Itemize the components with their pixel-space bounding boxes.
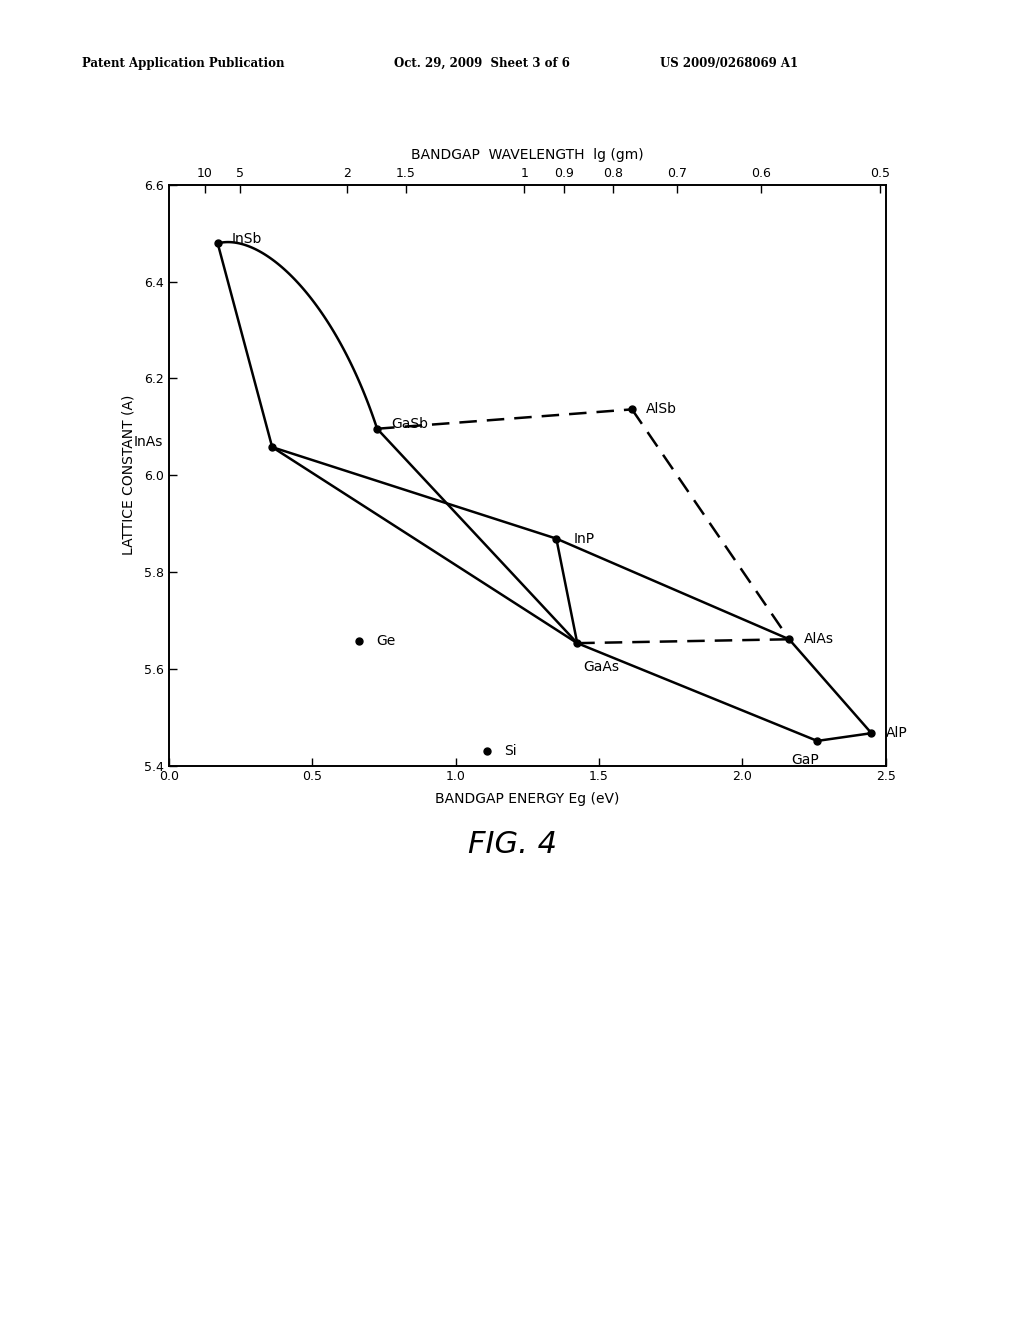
Text: GaP: GaP [792, 754, 819, 767]
Text: GaAs: GaAs [583, 660, 618, 675]
Text: AlP: AlP [886, 726, 907, 741]
Text: US 2009/0268069 A1: US 2009/0268069 A1 [660, 57, 799, 70]
Text: GaSb: GaSb [391, 417, 428, 430]
Text: InAs: InAs [134, 436, 163, 449]
X-axis label: BANDGAP ENERGY Eg (eV): BANDGAP ENERGY Eg (eV) [435, 792, 620, 805]
Text: Patent Application Publication: Patent Application Publication [82, 57, 285, 70]
Text: AlSb: AlSb [646, 403, 677, 416]
Text: InSb: InSb [232, 231, 262, 246]
Text: Ge: Ge [377, 634, 396, 648]
Text: Si: Si [505, 743, 517, 758]
Y-axis label: LATTICE CONSTANT (A): LATTICE CONSTANT (A) [122, 395, 136, 556]
Text: Oct. 29, 2009  Sheet 3 of 6: Oct. 29, 2009 Sheet 3 of 6 [394, 57, 570, 70]
Text: InP: InP [573, 532, 595, 545]
X-axis label: BANDGAP  WAVELENGTH  lg (gm): BANDGAP WAVELENGTH lg (gm) [411, 148, 644, 161]
Text: FIG. 4: FIG. 4 [468, 830, 556, 859]
Text: AlAs: AlAs [804, 632, 834, 647]
